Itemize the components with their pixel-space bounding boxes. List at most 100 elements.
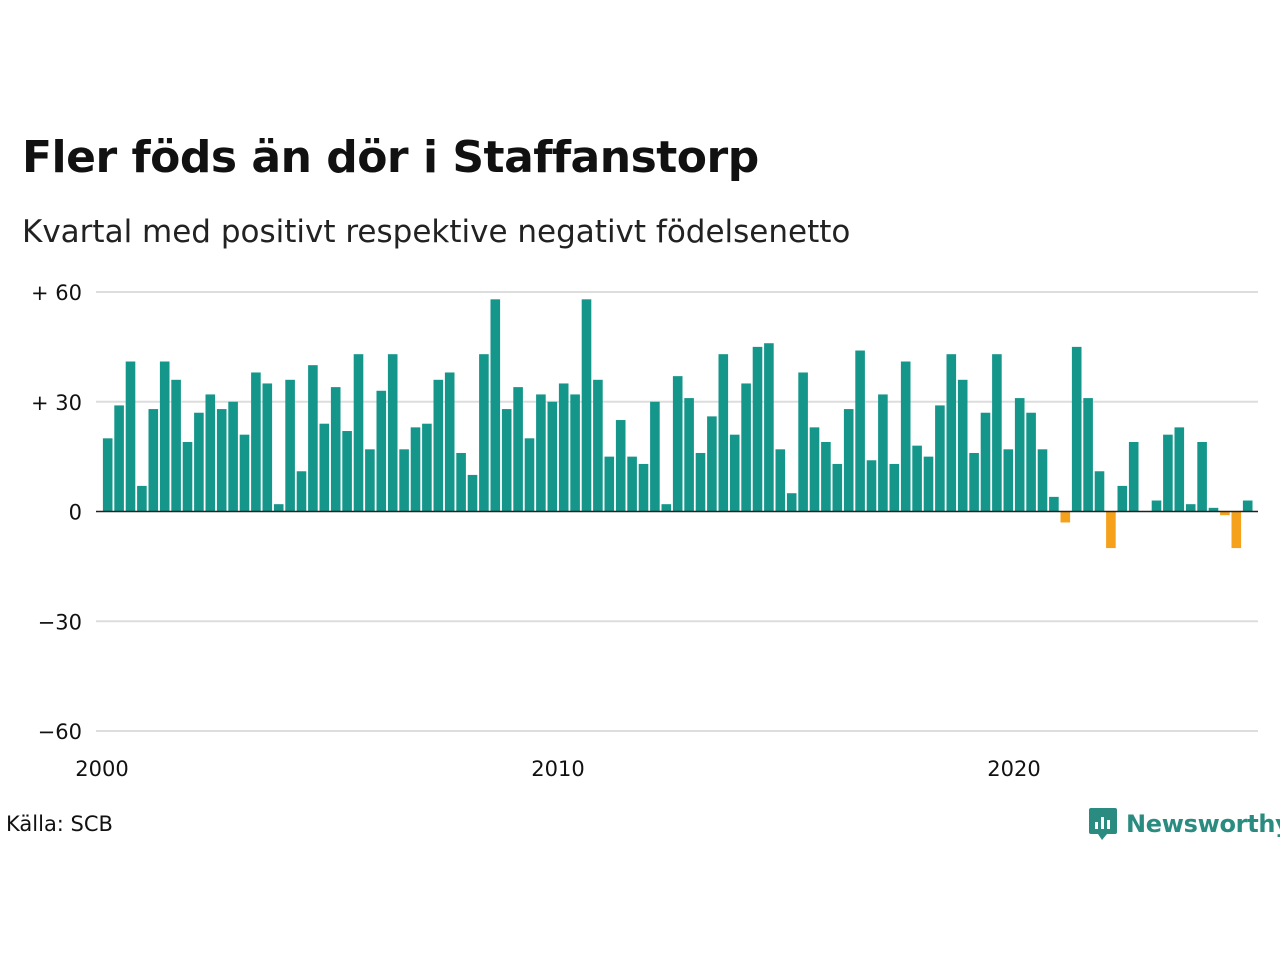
bar bbox=[1231, 511, 1242, 549]
y-tick-label: −30 bbox=[38, 610, 82, 634]
bar bbox=[1208, 507, 1219, 512]
bar bbox=[399, 449, 409, 512]
bar bbox=[490, 299, 501, 512]
bar bbox=[821, 441, 831, 512]
y-tick-label: + 60 bbox=[31, 281, 82, 305]
bar bbox=[159, 361, 170, 512]
logo-text: Newsworthy bbox=[1126, 810, 1280, 838]
gridlines bbox=[96, 291, 1258, 732]
bar bbox=[1117, 485, 1128, 512]
bar bbox=[672, 376, 683, 512]
bar bbox=[570, 394, 580, 512]
bar bbox=[1128, 441, 1139, 512]
bar bbox=[558, 383, 569, 512]
bar bbox=[501, 409, 512, 512]
bar bbox=[433, 379, 444, 512]
bar bbox=[1197, 441, 1207, 512]
bar bbox=[1049, 496, 1059, 512]
bar bbox=[775, 449, 786, 512]
bar bbox=[741, 383, 751, 512]
y-tick-label: −60 bbox=[38, 720, 82, 744]
bar bbox=[1185, 504, 1196, 512]
bar bbox=[479, 354, 489, 512]
bar bbox=[376, 390, 387, 512]
bar bbox=[935, 405, 945, 512]
bar bbox=[1106, 511, 1116, 549]
bar bbox=[957, 379, 968, 512]
bar bbox=[171, 379, 181, 512]
bar bbox=[125, 361, 136, 512]
bar bbox=[855, 350, 865, 512]
bar bbox=[946, 354, 957, 512]
bar bbox=[205, 394, 216, 512]
bar bbox=[798, 372, 808, 512]
bar bbox=[627, 456, 637, 512]
bar bbox=[524, 438, 535, 512]
bar bbox=[1163, 434, 1173, 512]
bar bbox=[1220, 511, 1230, 516]
bar bbox=[900, 361, 911, 512]
bar bbox=[102, 438, 113, 512]
bar bbox=[764, 343, 774, 512]
bar bbox=[536, 394, 546, 512]
bar bbox=[1083, 398, 1093, 512]
bar bbox=[308, 365, 318, 512]
bar bbox=[353, 354, 364, 512]
bar bbox=[330, 387, 341, 512]
bar bbox=[251, 372, 261, 512]
bar bbox=[216, 409, 227, 512]
bar bbox=[444, 372, 455, 512]
bar bbox=[1026, 412, 1036, 512]
y-tick-label: 0 bbox=[69, 501, 82, 525]
bar bbox=[684, 398, 694, 512]
bar bbox=[604, 456, 615, 512]
bar bbox=[809, 427, 820, 512]
bar bbox=[422, 423, 432, 512]
chart-subtitle: Kvartal med positivt respektive negativt… bbox=[22, 214, 851, 250]
y-tick-label: + 30 bbox=[31, 391, 82, 415]
chart-title: Fler föds än dör i Staffanstorp bbox=[22, 132, 759, 183]
bar bbox=[1003, 449, 1014, 512]
bar bbox=[194, 412, 204, 512]
bar bbox=[1151, 500, 1162, 512]
bar bbox=[365, 449, 375, 512]
bar bbox=[285, 379, 295, 512]
source-label: Källa: SCB bbox=[6, 812, 113, 836]
bar bbox=[467, 474, 478, 512]
bar bbox=[889, 463, 900, 512]
bar bbox=[969, 452, 979, 512]
bar bbox=[273, 504, 284, 512]
bar bbox=[262, 383, 273, 512]
bar bbox=[387, 354, 398, 512]
bars bbox=[102, 299, 1253, 549]
newsworthy-logo: Newsworthy bbox=[1088, 804, 1280, 844]
bar bbox=[1060, 511, 1071, 523]
bar bbox=[866, 460, 877, 512]
bar bbox=[1037, 449, 1048, 512]
bar bbox=[923, 456, 934, 512]
bar bbox=[718, 354, 729, 512]
bar bbox=[752, 346, 763, 512]
bar bbox=[980, 412, 991, 512]
bar bbox=[707, 416, 717, 512]
bar bbox=[1174, 427, 1185, 512]
bar bbox=[992, 354, 1002, 512]
bar bbox=[513, 387, 523, 512]
bar bbox=[137, 485, 147, 512]
bar bbox=[182, 441, 193, 512]
bar bbox=[593, 379, 603, 512]
bar bbox=[239, 434, 250, 512]
bar-chart: + 60 + 30 0 −30 −60 2000 2010 2020 bbox=[31, 281, 1258, 781]
bar bbox=[1014, 398, 1025, 512]
bar bbox=[650, 401, 660, 512]
bar bbox=[912, 445, 922, 512]
bar bbox=[878, 394, 888, 512]
bar bbox=[695, 452, 706, 512]
bar bbox=[319, 423, 330, 512]
bar bbox=[729, 434, 740, 512]
x-tick-label: 2010 bbox=[531, 757, 584, 781]
bar bbox=[786, 493, 797, 512]
bar bbox=[661, 504, 672, 512]
bar bbox=[843, 409, 854, 512]
axes: + 60 + 30 0 −30 −60 2000 2010 2020 bbox=[31, 281, 1258, 781]
